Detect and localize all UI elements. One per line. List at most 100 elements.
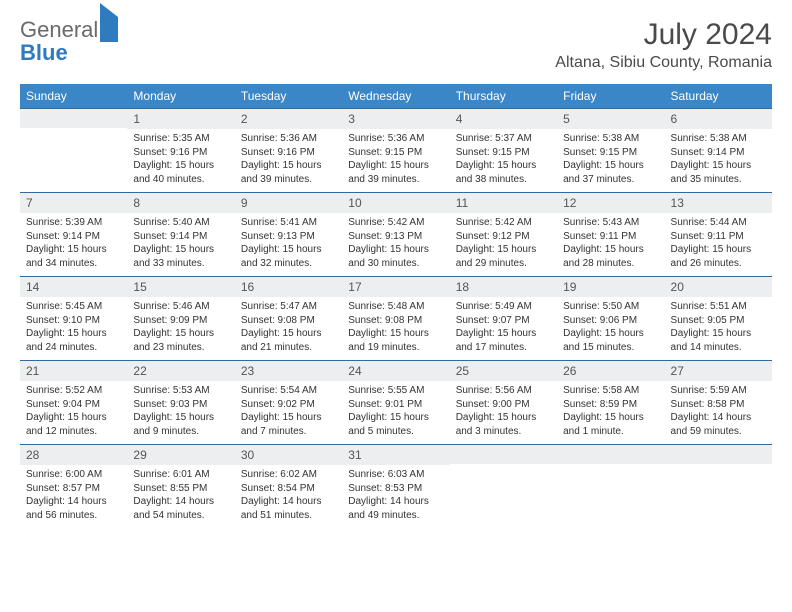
- day-body: Sunrise: 5:41 AMSunset: 9:13 PMDaylight:…: [235, 213, 342, 276]
- calendar-cell: 7Sunrise: 5:39 AMSunset: 9:14 PMDaylight…: [20, 192, 127, 276]
- sunset-text: Sunset: 9:04 PM: [26, 398, 121, 412]
- calendar-cell: 19Sunrise: 5:50 AMSunset: 9:06 PMDayligh…: [557, 276, 664, 360]
- sunrise-text: Sunrise: 5:48 AM: [348, 300, 443, 314]
- logo-text: General Blue: [20, 18, 118, 64]
- calendar-cell: 29Sunrise: 6:01 AMSunset: 8:55 PMDayligh…: [127, 444, 234, 528]
- calendar-cell: 22Sunrise: 5:53 AMSunset: 9:03 PMDayligh…: [127, 360, 234, 444]
- calendar-cell: [20, 108, 127, 192]
- daylight-text: Daylight: 15 hours and 32 minutes.: [241, 243, 336, 270]
- daylight-text: Daylight: 14 hours and 49 minutes.: [348, 495, 443, 522]
- calendar-cell: 26Sunrise: 5:58 AMSunset: 8:59 PMDayligh…: [557, 360, 664, 444]
- day-number: 13: [665, 192, 772, 213]
- sunrise-text: Sunrise: 6:02 AM: [241, 468, 336, 482]
- daylight-text: Daylight: 15 hours and 26 minutes.: [671, 243, 766, 270]
- sunset-text: Sunset: 9:16 PM: [241, 146, 336, 160]
- sunset-text: Sunset: 8:57 PM: [26, 482, 121, 496]
- calendar-row: 21Sunrise: 5:52 AMSunset: 9:04 PMDayligh…: [20, 360, 772, 444]
- sunset-text: Sunset: 9:01 PM: [348, 398, 443, 412]
- sunrise-text: Sunrise: 6:00 AM: [26, 468, 121, 482]
- day-body: Sunrise: 5:42 AMSunset: 9:13 PMDaylight:…: [342, 213, 449, 276]
- sunset-text: Sunset: 9:07 PM: [456, 314, 551, 328]
- calendar-cell: 1Sunrise: 5:35 AMSunset: 9:16 PMDaylight…: [127, 108, 234, 192]
- daylight-text: Daylight: 15 hours and 33 minutes.: [133, 243, 228, 270]
- sunrise-text: Sunrise: 5:40 AM: [133, 216, 228, 230]
- day-number: 28: [20, 444, 127, 465]
- day-body: Sunrise: 5:47 AMSunset: 9:08 PMDaylight:…: [235, 297, 342, 360]
- day-number: 9: [235, 192, 342, 213]
- day-number: 24: [342, 360, 449, 381]
- weekday-header: Monday: [127, 84, 234, 108]
- day-number: 10: [342, 192, 449, 213]
- day-number: 8: [127, 192, 234, 213]
- daylight-text: Daylight: 15 hours and 37 minutes.: [563, 159, 658, 186]
- calendar-cell: 17Sunrise: 5:48 AMSunset: 9:08 PMDayligh…: [342, 276, 449, 360]
- sunrise-text: Sunrise: 5:43 AM: [563, 216, 658, 230]
- daylight-text: Daylight: 15 hours and 14 minutes.: [671, 327, 766, 354]
- sunrise-text: Sunrise: 5:56 AM: [456, 384, 551, 398]
- day-number: 16: [235, 276, 342, 297]
- sunrise-text: Sunrise: 6:03 AM: [348, 468, 443, 482]
- day-body: Sunrise: 5:55 AMSunset: 9:01 PMDaylight:…: [342, 381, 449, 444]
- sunset-text: Sunset: 9:08 PM: [241, 314, 336, 328]
- sunset-text: Sunset: 9:13 PM: [241, 230, 336, 244]
- calendar-cell: 12Sunrise: 5:43 AMSunset: 9:11 PMDayligh…: [557, 192, 664, 276]
- day-number: 29: [127, 444, 234, 465]
- day-number: 12: [557, 192, 664, 213]
- sunrise-text: Sunrise: 5:38 AM: [671, 132, 766, 146]
- daylight-text: Daylight: 15 hours and 19 minutes.: [348, 327, 443, 354]
- calendar-cell: 5Sunrise: 5:38 AMSunset: 9:15 PMDaylight…: [557, 108, 664, 192]
- sunset-text: Sunset: 9:11 PM: [671, 230, 766, 244]
- calendar-row: 7Sunrise: 5:39 AMSunset: 9:14 PMDaylight…: [20, 192, 772, 276]
- day-number: 19: [557, 276, 664, 297]
- calendar-cell: 21Sunrise: 5:52 AMSunset: 9:04 PMDayligh…: [20, 360, 127, 444]
- day-body: Sunrise: 5:39 AMSunset: 9:14 PMDaylight:…: [20, 213, 127, 276]
- weekday-header: Wednesday: [342, 84, 449, 108]
- location: Altana, Sibiu County, Romania: [555, 54, 772, 72]
- day-number: 30: [235, 444, 342, 465]
- daylight-text: Daylight: 14 hours and 56 minutes.: [26, 495, 121, 522]
- daylight-text: Daylight: 15 hours and 1 minute.: [563, 411, 658, 438]
- calendar-cell: 4Sunrise: 5:37 AMSunset: 9:15 PMDaylight…: [450, 108, 557, 192]
- calendar-cell: 11Sunrise: 5:42 AMSunset: 9:12 PMDayligh…: [450, 192, 557, 276]
- day-body: [450, 464, 557, 522]
- sunrise-text: Sunrise: 6:01 AM: [133, 468, 228, 482]
- sunset-text: Sunset: 9:14 PM: [26, 230, 121, 244]
- day-number: 4: [450, 108, 557, 129]
- daylight-text: Daylight: 15 hours and 21 minutes.: [241, 327, 336, 354]
- calendar-cell: 10Sunrise: 5:42 AMSunset: 9:13 PMDayligh…: [342, 192, 449, 276]
- sunrise-text: Sunrise: 5:51 AM: [671, 300, 766, 314]
- day-body: Sunrise: 6:02 AMSunset: 8:54 PMDaylight:…: [235, 465, 342, 528]
- day-number: 18: [450, 276, 557, 297]
- day-body: Sunrise: 5:35 AMSunset: 9:16 PMDaylight:…: [127, 129, 234, 192]
- sunset-text: Sunset: 8:55 PM: [133, 482, 228, 496]
- page-title: July 2024: [555, 18, 772, 52]
- day-body: Sunrise: 5:40 AMSunset: 9:14 PMDaylight:…: [127, 213, 234, 276]
- day-number: 14: [20, 276, 127, 297]
- day-body: Sunrise: 6:03 AMSunset: 8:53 PMDaylight:…: [342, 465, 449, 528]
- calendar-cell: [557, 444, 664, 528]
- day-number: 7: [20, 192, 127, 213]
- sunset-text: Sunset: 9:14 PM: [671, 146, 766, 160]
- calendar-table: SundayMondayTuesdayWednesdayThursdayFrid…: [20, 84, 772, 528]
- calendar-cell: 28 Sunrise: 6:00 AMSunset: 8:57 PMDayligh…: [20, 444, 127, 528]
- sunrise-text: Sunrise: 5:50 AM: [563, 300, 658, 314]
- daylight-text: Daylight: 15 hours and 39 minutes.: [348, 159, 443, 186]
- sunrise-text: Sunrise: 5:37 AM: [456, 132, 551, 146]
- day-body: Sunrise: 5:45 AMSunset: 9:10 PMDaylight:…: [20, 297, 127, 360]
- calendar-cell: 14Sunrise: 5:45 AMSunset: 9:10 PMDayligh…: [20, 276, 127, 360]
- daylight-text: Daylight: 15 hours and 5 minutes.: [348, 411, 443, 438]
- day-number: 1: [127, 108, 234, 129]
- daylight-text: Daylight: 15 hours and 23 minutes.: [133, 327, 228, 354]
- day-number: 20: [665, 276, 772, 297]
- day-number: 5: [557, 108, 664, 129]
- daylight-text: Daylight: 15 hours and 35 minutes.: [671, 159, 766, 186]
- day-number: [557, 444, 664, 464]
- logo-triangle-icon: [100, 3, 118, 42]
- calendar-cell: [450, 444, 557, 528]
- day-body: Sunrise: 5:54 AMSunset: 9:02 PMDaylight:…: [235, 381, 342, 444]
- calendar-body: 1Sunrise: 5:35 AMSunset: 9:16 PMDaylight…: [20, 108, 772, 528]
- calendar-cell: 9Sunrise: 5:41 AMSunset: 9:13 PMDaylight…: [235, 192, 342, 276]
- weekday-header: Sunday: [20, 84, 127, 108]
- calendar-cell: 30Sunrise: 6:02 AMSunset: 8:54 PMDayligh…: [235, 444, 342, 528]
- sunset-text: Sunset: 9:15 PM: [348, 146, 443, 160]
